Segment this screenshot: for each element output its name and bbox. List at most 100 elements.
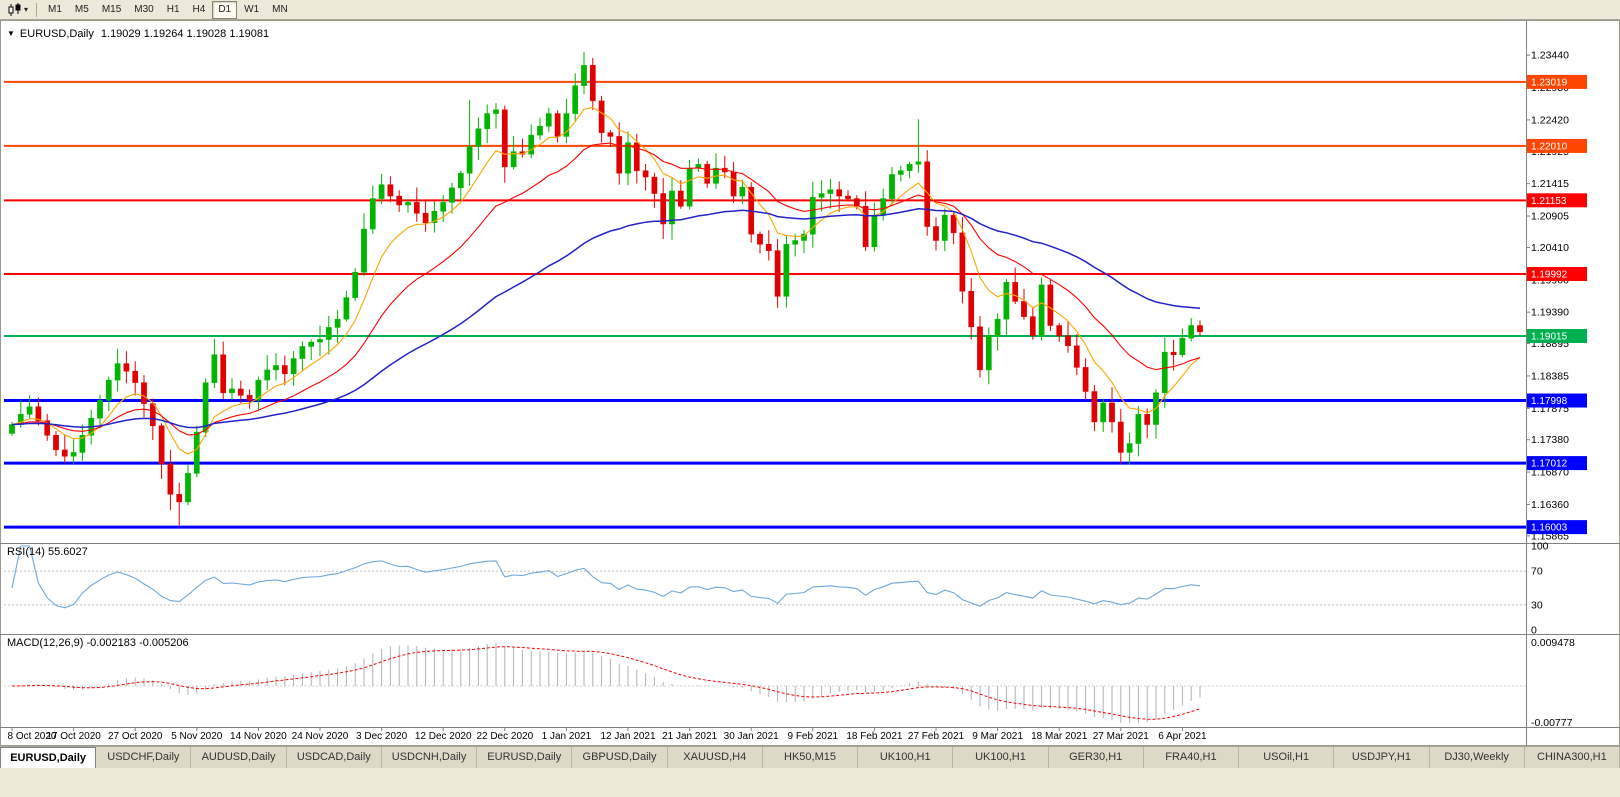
price-level-badge[interactable] — [1527, 138, 1587, 153]
chart-type-button[interactable]: ▾ — [4, 2, 31, 18]
price-level-badge[interactable] — [1527, 393, 1587, 408]
timeframe-button-h4[interactable]: H4 — [192, 3, 206, 15]
chart-tab-ger30-h1[interactable]: GER30,H1 — [1048, 747, 1144, 768]
candle-body — [202, 382, 209, 433]
price-level-badge[interactable] — [1527, 193, 1587, 208]
candle-body — [281, 365, 288, 374]
candle-body — [440, 202, 447, 212]
candle-body — [616, 136, 623, 174]
chart-tab-usdchf-daily[interactable]: USDCHF,Daily — [96, 747, 192, 768]
chart-tab-usdcad-daily[interactable]: USDCAD,Daily — [286, 747, 382, 768]
candle-body — [229, 388, 235, 394]
candle-body — [1179, 337, 1186, 355]
price-level-badge[interactable] — [1527, 328, 1587, 343]
candle-body — [739, 186, 746, 197]
candle-body — [959, 232, 966, 292]
rsi-axis-tick: 0 — [1531, 625, 1537, 637]
candle-body — [1197, 325, 1203, 333]
candle-body — [1100, 402, 1107, 423]
candle-body — [123, 363, 130, 372]
chart-tab-gbpusd-daily[interactable]: GBPUSD,Daily — [572, 747, 668, 768]
candle-body — [941, 214, 948, 241]
timeframe-button-m30[interactable]: M30 — [134, 3, 154, 15]
candle-body — [572, 85, 579, 114]
chart-tab-usdjpy-h1[interactable]: USDJPY,H1 — [1334, 747, 1430, 768]
candle-body — [862, 205, 869, 248]
chart-tab-dj30-weekly[interactable]: DJ30,Weekly — [1429, 747, 1525, 768]
timeframe-button-w1[interactable]: W1 — [244, 3, 260, 15]
candle-body — [994, 318, 1001, 336]
candle-body — [211, 354, 218, 383]
candle-body — [264, 369, 271, 381]
date-axis-label: 12 Dec 2020 — [415, 731, 472, 742]
candle-body — [686, 167, 693, 207]
chart-tab-eurusd-daily[interactable]: EURUSD,Daily — [0, 747, 97, 768]
candle-body — [53, 435, 59, 451]
chart-tab-audusd-daily[interactable]: AUDUSD,Daily — [191, 747, 287, 768]
chart-window[interactable]: 1.234401.229301.224201.219251.214151.209… — [0, 20, 1620, 746]
candle-body — [915, 161, 922, 165]
chart-tab-usoil-h1[interactable]: USOil,H1 — [1239, 747, 1335, 768]
price-axis-tick: 1.20410 — [1531, 242, 1569, 254]
chart-tab-uk100-h1[interactable]: UK100,H1 — [858, 747, 954, 768]
candle-body — [528, 134, 535, 155]
chart-tab-xauusd-h4[interactable]: XAUUSD,H4 — [667, 747, 763, 768]
candle-body — [361, 228, 367, 273]
candle-body — [827, 189, 834, 194]
price-axis-tick: 1.21415 — [1531, 178, 1569, 190]
chart-tab-hk50-m15[interactable]: HK50,M15 — [762, 747, 859, 768]
candle-body — [1082, 367, 1089, 392]
candle-body — [237, 388, 244, 396]
chart-tab-china300-h1[interactable]: CHINA300,H1 — [1524, 747, 1620, 768]
chart-collapse-icon[interactable]: ▼ — [7, 29, 15, 38]
candle-body — [1047, 284, 1054, 326]
price-level-badge[interactable] — [1527, 74, 1587, 89]
candle-body — [484, 113, 491, 130]
timeframe-button-h1[interactable]: H1 — [166, 3, 180, 15]
chevron-down-icon: ▾ — [24, 5, 29, 14]
candle-body — [774, 250, 781, 297]
date-axis-label: 5 Nov 2020 — [171, 731, 223, 742]
ma-slow-line — [11, 208, 1201, 429]
timeframe-button-m5[interactable]: M5 — [74, 3, 89, 15]
timeframe-button-d1[interactable]: D1 — [212, 0, 238, 19]
price-axis-tick: 1.18385 — [1531, 370, 1569, 382]
candle-body — [607, 132, 614, 137]
candle-body — [968, 290, 975, 328]
candle-body — [1135, 414, 1142, 444]
candle-body — [1161, 351, 1168, 394]
timeframe-button-m1[interactable]: M1 — [48, 3, 62, 15]
candle-body — [396, 195, 403, 206]
timeframe-button-m15[interactable]: M15 — [101, 3, 122, 15]
date-axis-label: 12 Jan 2021 — [600, 731, 655, 742]
candle-body — [405, 202, 411, 206]
candle-body — [97, 400, 103, 419]
candle-body — [1003, 282, 1010, 320]
candle-body — [193, 431, 200, 474]
candle-body — [704, 164, 711, 184]
candle-body — [950, 214, 957, 234]
candle-body — [466, 146, 473, 174]
price-chart-canvas[interactable]: 1.234401.229301.224201.219251.214151.209… — [0, 20, 1620, 746]
candle-body — [809, 197, 816, 235]
chart-tab-eurusd-daily[interactable]: EURUSD,Daily — [477, 747, 573, 768]
price-level-badge[interactable] — [1527, 520, 1587, 535]
candle-body — [457, 172, 464, 189]
timeframe-button-mn[interactable]: MN — [272, 3, 288, 15]
date-axis-label: 9 Mar 2021 — [972, 731, 1023, 742]
chart-tab-uk100-h1[interactable]: UK100,H1 — [953, 747, 1049, 768]
candle-body — [510, 151, 517, 168]
chart-tab-fra40-h1[interactable]: FRA40,H1 — [1143, 747, 1240, 768]
date-axis-label: 18 Mar 2021 — [1031, 731, 1088, 742]
candle-body — [1065, 335, 1071, 347]
candle-body — [325, 327, 332, 340]
price-level-badge[interactable] — [1527, 456, 1587, 471]
candle-body — [369, 198, 376, 230]
candle-body — [730, 171, 737, 197]
price-level-badge[interactable] — [1527, 266, 1587, 281]
chart-tab-usdcnh-daily[interactable]: USDCNH,Daily — [381, 747, 478, 768]
macd-indicator-label: MACD(12,26,9) -0.002183 -0.005206 — [7, 637, 189, 649]
price-level-badge-text: 1.17012 — [1531, 459, 1568, 470]
candle-body — [1038, 284, 1045, 336]
candle-body — [836, 189, 843, 197]
